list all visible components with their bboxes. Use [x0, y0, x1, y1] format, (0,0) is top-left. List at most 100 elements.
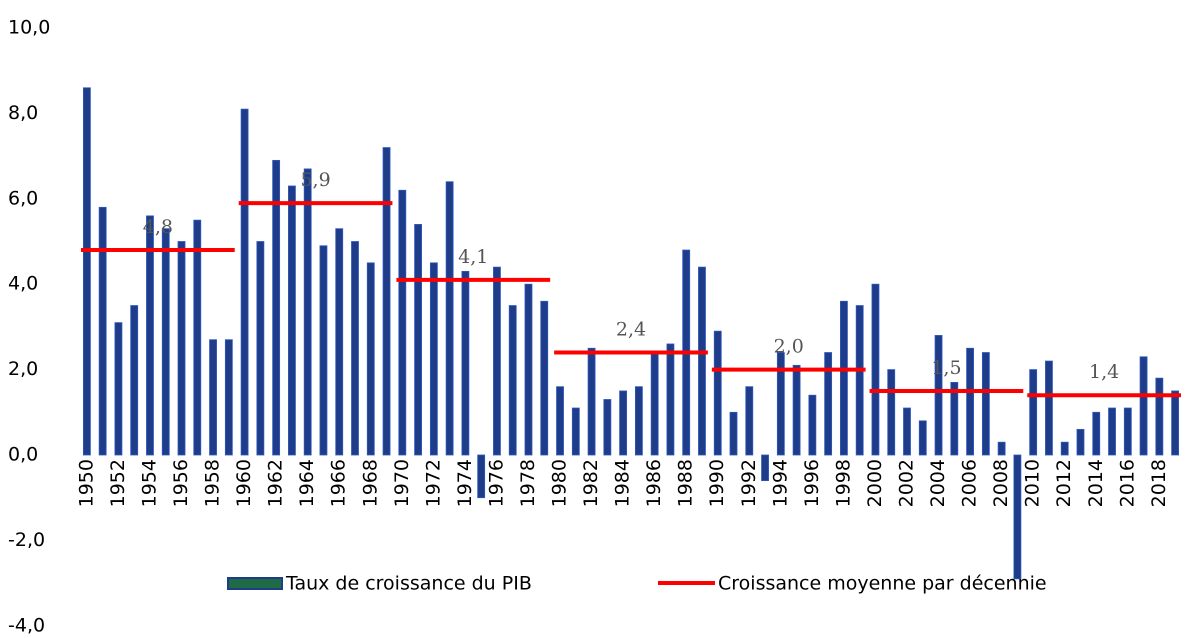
x-tick-label: 1974: [454, 459, 476, 507]
bar: [729, 411, 738, 456]
x-tick-label: 1966: [328, 459, 350, 507]
bar: [224, 339, 233, 456]
bar: [698, 266, 706, 456]
legend-swatch: [227, 577, 283, 590]
bar: [776, 352, 785, 456]
average-label: 5,9: [300, 169, 330, 191]
bar: [713, 330, 722, 456]
bar: [950, 382, 959, 456]
bar: [240, 108, 249, 456]
bar: [966, 347, 974, 456]
bar: [1076, 428, 1085, 456]
bar: [351, 241, 359, 456]
bar: [193, 219, 202, 456]
y-tick-label: 8,0: [8, 102, 38, 124]
bar: [761, 454, 769, 482]
bar: [887, 369, 896, 456]
x-tick-label: 1968: [359, 459, 381, 507]
x-tick-label: 2014: [1085, 459, 1107, 507]
bar: [903, 407, 911, 456]
x-tick-label: 1952: [107, 459, 129, 507]
bar: [571, 407, 580, 456]
bar: [303, 168, 312, 456]
x-tick-label: 1972: [422, 459, 444, 507]
x-tick-label: 1980: [549, 459, 571, 507]
average-label: 4,1: [458, 246, 488, 268]
bar: [808, 394, 817, 456]
x-tick-label: 2018: [1148, 459, 1170, 507]
bar: [524, 283, 533, 456]
bar: [461, 270, 470, 456]
bar: [398, 189, 407, 456]
y-tick-label: 2,0: [8, 358, 38, 380]
legend-label: Taux de croissance du PIB: [285, 573, 532, 595]
x-tick-label: 1990: [706, 459, 728, 507]
y-tick-label: 6,0: [8, 187, 38, 209]
bar: [1139, 356, 1148, 456]
bar: [177, 241, 186, 456]
average-label: 1,5: [931, 357, 961, 379]
bar: [824, 352, 833, 456]
bar: [319, 245, 328, 456]
x-tick-label: 2000: [864, 459, 886, 507]
bar: [871, 283, 880, 456]
bar: [209, 339, 217, 456]
x-tick-label: 1964: [296, 459, 318, 507]
x-tick-label: 1978: [517, 459, 539, 507]
bar: [1092, 411, 1101, 456]
x-tick-label: 2016: [1116, 459, 1138, 507]
bar: [256, 241, 265, 456]
x-tick-label: 1958: [202, 459, 224, 507]
average-label: 2,4: [616, 319, 646, 341]
x-tick-label: 2008: [990, 459, 1012, 507]
bar: [146, 215, 154, 456]
x-tick-label: 1998: [832, 459, 854, 507]
y-tick-label: -4,0: [8, 614, 45, 636]
bar: [1171, 390, 1180, 456]
bar: [1029, 369, 1038, 456]
bar: [130, 305, 139, 456]
x-tick-label: 1950: [75, 459, 97, 507]
x-tick-label: 1982: [580, 459, 602, 507]
bar: [918, 420, 927, 456]
x-tick-label: 1954: [138, 459, 160, 507]
bar: [414, 224, 422, 456]
x-tick-label: 1994: [769, 459, 791, 507]
bar: [288, 185, 296, 456]
bar: [82, 87, 91, 456]
bar: [650, 352, 659, 456]
bar: [335, 228, 344, 456]
bar: [477, 454, 486, 499]
bar: [445, 181, 454, 456]
bar: [634, 386, 643, 456]
bar: [1013, 454, 1022, 580]
x-tick-label: 2002: [896, 459, 918, 507]
x-tick-label: 1960: [233, 459, 255, 507]
bar: [934, 335, 943, 456]
bar: [429, 262, 438, 456]
bar: [792, 364, 801, 456]
x-tick-label: 1970: [391, 459, 413, 507]
average-label: 1,4: [1089, 361, 1119, 383]
bar: [382, 147, 391, 456]
x-tick-label: 2010: [1022, 459, 1044, 507]
x-tick-label: 1988: [675, 459, 697, 507]
bar: [619, 390, 628, 456]
y-tick-label: -2,0: [8, 529, 45, 551]
x-tick-label: 1984: [612, 459, 634, 507]
bar: [1045, 360, 1053, 456]
bar: [272, 159, 281, 456]
bar: [98, 206, 107, 456]
y-tick-label: 0,0: [8, 444, 38, 466]
bar: [587, 347, 596, 456]
bar: [114, 322, 123, 456]
x-tick-label: 1956: [170, 459, 192, 507]
average-label: 2,0: [774, 336, 804, 358]
bar: [493, 266, 501, 456]
bar: [1123, 407, 1132, 456]
bar: [840, 300, 848, 456]
y-tick-label: 4,0: [8, 273, 38, 295]
bar: [855, 305, 864, 456]
bar: [1060, 441, 1069, 456]
